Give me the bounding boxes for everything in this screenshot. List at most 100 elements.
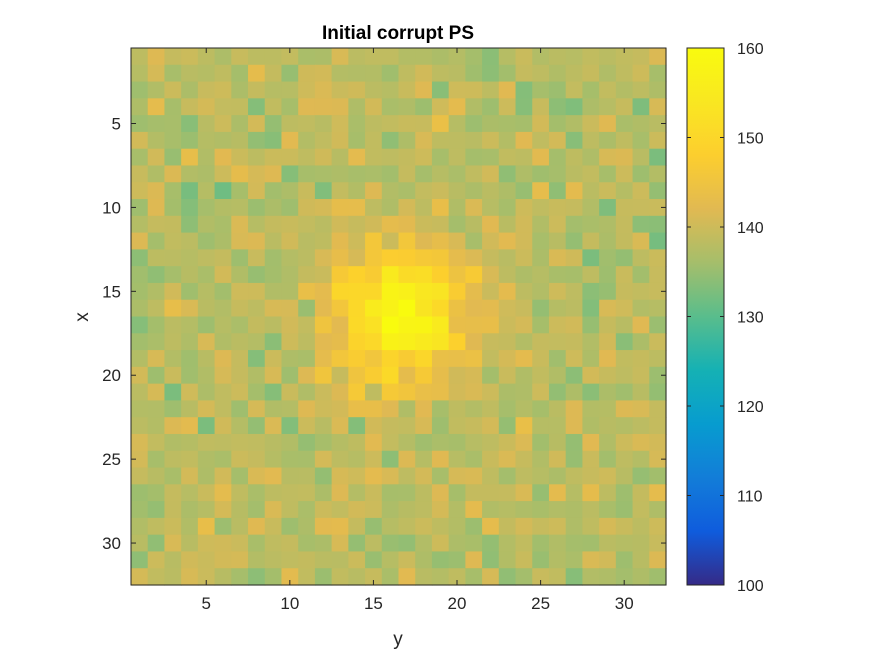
heatmap-cell — [214, 148, 232, 167]
heatmap-cell — [164, 249, 182, 267]
heatmap-cell — [632, 48, 650, 66]
heatmap-cell — [181, 115, 199, 133]
heatmap-cell — [314, 48, 333, 66]
heatmap-cell — [532, 333, 550, 351]
heatmap-cell — [131, 299, 149, 318]
chart-title: Initial corrupt PS — [322, 23, 474, 44]
heatmap-cell — [448, 199, 466, 217]
heatmap-cell — [582, 115, 600, 133]
heatmap-cell — [231, 165, 249, 183]
heatmap-cell — [348, 484, 366, 502]
heatmap-cell — [248, 165, 266, 183]
heatmap-cell — [565, 131, 584, 150]
heatmap-cell — [314, 433, 333, 452]
heatmap-cell — [615, 81, 634, 99]
heatmap-cell — [248, 400, 266, 418]
heatmap-cell — [548, 249, 567, 267]
heatmap-cell — [398, 64, 416, 83]
heatmap-cell — [348, 366, 366, 385]
heatmap-cell — [532, 48, 550, 66]
heatmap-cell — [565, 64, 584, 83]
heatmap-cell — [314, 182, 333, 200]
heatmap-cell — [431, 433, 450, 452]
heatmap-cell — [448, 165, 466, 183]
heatmap-cell — [298, 450, 316, 469]
heatmap-cell — [365, 551, 383, 569]
heatmap-cell — [197, 299, 216, 318]
heatmap-cell — [248, 266, 266, 284]
heatmap-cell — [448, 484, 466, 502]
heatmap-cell — [615, 400, 634, 418]
heatmap-cell — [565, 333, 584, 351]
heatmap-cell — [248, 316, 266, 334]
heatmap-cell — [548, 517, 567, 536]
heatmap-cell — [298, 282, 316, 301]
heatmap-cell — [164, 131, 182, 150]
heatmap-cell — [448, 148, 466, 167]
heatmap-cell — [298, 232, 316, 250]
heatmap-cell — [615, 199, 634, 217]
heatmap-cell — [482, 316, 500, 334]
heatmap-cell — [281, 266, 299, 284]
heatmap-cell — [231, 299, 249, 318]
heatmap-cell — [164, 115, 182, 133]
heatmap-cell — [515, 182, 533, 200]
heatmap-cell — [348, 551, 366, 569]
heatmap-cell — [431, 148, 450, 167]
heatmap-cell — [164, 350, 182, 368]
heatmap-cell — [398, 484, 416, 502]
heatmap-cell — [231, 333, 249, 351]
heatmap-cell — [131, 400, 149, 418]
heatmap-cell — [498, 484, 517, 502]
heatmap-cell — [164, 64, 182, 83]
heatmap-cell — [465, 64, 483, 83]
heatmap-cell — [532, 131, 550, 150]
heatmap-cell — [147, 316, 166, 334]
heatmap-cell — [381, 333, 400, 351]
heatmap-cell — [582, 98, 600, 116]
heatmap-cell — [498, 433, 517, 452]
heatmap-cell — [164, 81, 182, 99]
heatmap-cell — [164, 266, 182, 284]
heatmap-cell — [331, 81, 349, 99]
heatmap-cell — [331, 350, 349, 368]
heatmap-cell — [281, 165, 299, 183]
heatmap-cell — [398, 517, 416, 536]
heatmap-cell — [632, 81, 650, 99]
heatmap-cell — [615, 568, 634, 586]
heatmap-cell — [214, 266, 232, 284]
heatmap-cell — [365, 131, 383, 150]
heatmap-cell — [131, 333, 149, 351]
heatmap-cell — [599, 350, 617, 368]
heatmap-cell — [131, 131, 149, 150]
heatmap-cell — [331, 467, 349, 485]
heatmap-cell — [164, 400, 182, 418]
heatmap-cell — [599, 299, 617, 318]
heatmap-cell — [314, 316, 333, 334]
heatmap-cell — [281, 450, 299, 469]
heatmap-cell — [164, 98, 182, 116]
heatmap-cell — [532, 350, 550, 368]
heatmap-cell — [381, 484, 400, 502]
heatmap-cell — [147, 467, 166, 485]
heatmap-cell — [415, 450, 433, 469]
heatmap-cell — [615, 484, 634, 502]
heatmap-cell — [465, 501, 483, 519]
heatmap-cell — [231, 366, 249, 385]
heatmap-cell — [181, 131, 199, 150]
heatmap-cell — [465, 417, 483, 435]
heatmap-cell — [181, 433, 199, 452]
heatmap-cell — [582, 81, 600, 99]
heatmap-cell — [197, 366, 216, 385]
heatmap-cell — [415, 350, 433, 368]
heatmap-cell — [632, 249, 650, 267]
heatmap-cell — [599, 467, 617, 485]
heatmap-cell — [214, 199, 232, 217]
heatmap-cell — [649, 316, 667, 334]
colorbar-ticks: 100 110 120 130 140 150 160 — [687, 41, 764, 595]
heatmap-cell — [131, 199, 149, 217]
heatmap-cell — [431, 450, 450, 469]
heatmap-cell — [498, 517, 517, 536]
heatmap-cell — [314, 81, 333, 99]
heatmap-cell — [314, 517, 333, 536]
